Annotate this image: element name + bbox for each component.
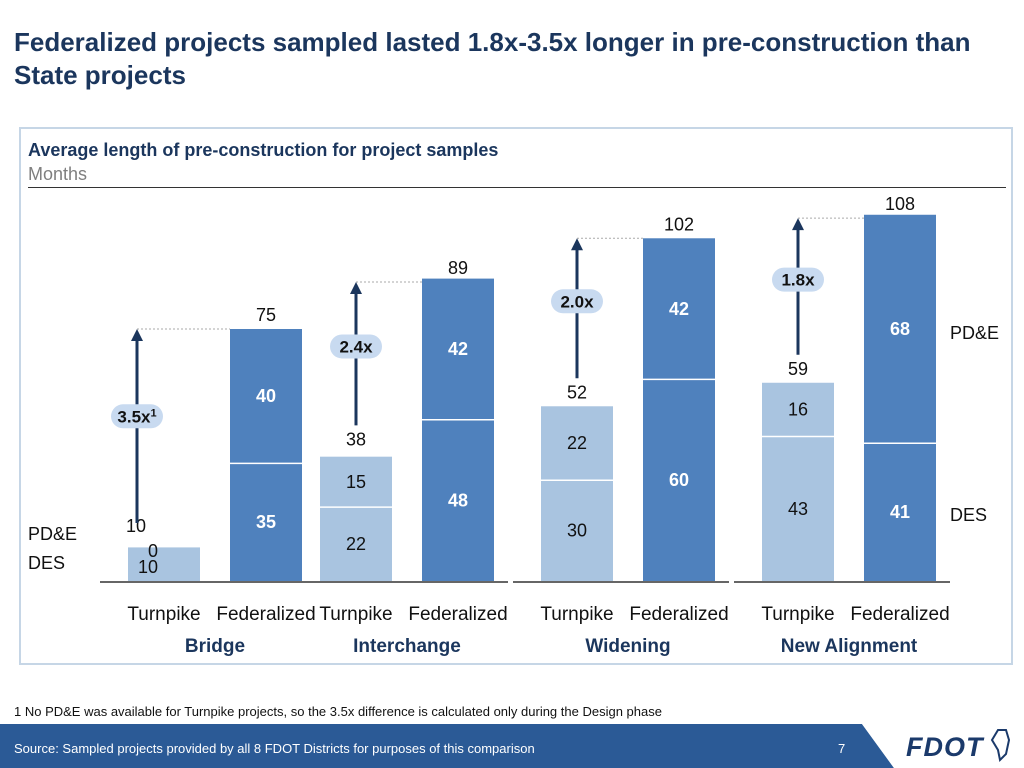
ratio-badge-label: 1.8x xyxy=(781,271,815,290)
turnpike-total-value: 59 xyxy=(788,359,808,379)
turnpike-des-bar xyxy=(128,547,200,581)
bar-name-turnpike: Turnpike xyxy=(127,604,200,625)
ratio-badge xyxy=(551,289,603,314)
ratio-badge xyxy=(330,334,382,359)
page-number: 7 xyxy=(838,741,846,756)
turnpike-des-bar xyxy=(541,480,613,581)
turnpike-pde-bar xyxy=(320,456,392,508)
federalized-des-bar xyxy=(230,463,302,581)
federalized-pde-value: 42 xyxy=(448,339,468,359)
federalized-total-value: 108 xyxy=(885,194,915,214)
category-label: Widening xyxy=(585,636,670,657)
turnpike-pde-value: 0 xyxy=(148,541,158,561)
ratio-badge-label: 2.0x xyxy=(560,292,594,311)
federalized-des-bar xyxy=(864,443,936,581)
bar-name-federalized: Federalized xyxy=(629,604,728,625)
federalized-pde-value: 40 xyxy=(256,386,276,406)
turnpike-des-value: 30 xyxy=(567,521,587,541)
footnote: 1 No PD&E was available for Turnpike pro… xyxy=(14,704,662,719)
left-des-series-label: DES xyxy=(28,553,65,573)
turnpike-pde-value: 16 xyxy=(788,400,808,420)
turnpike-pde-value: 15 xyxy=(346,472,366,492)
ratio-badge xyxy=(772,267,824,292)
page-title: Federalized projects sampled lasted 1.8x… xyxy=(14,27,971,90)
bar-name-federalized: Federalized xyxy=(408,604,507,625)
turnpike-pde-bar xyxy=(762,382,834,437)
turnpike-des-value: 22 xyxy=(346,534,366,554)
federalized-des-bar xyxy=(422,419,494,581)
chart-y-unit-label: Months xyxy=(28,164,88,184)
left-pde-series-label: PD&E xyxy=(28,524,77,544)
ratio-arrow-head xyxy=(792,218,804,231)
federalized-total-value: 89 xyxy=(448,258,468,278)
federalized-total-value: 75 xyxy=(256,305,276,325)
federalized-des-value: 48 xyxy=(448,490,468,510)
federalized-des-value: 60 xyxy=(669,470,689,490)
bar-name-federalized: Federalized xyxy=(216,604,315,625)
bar-name-turnpike: Turnpike xyxy=(761,604,834,625)
chart-header-rule xyxy=(28,187,1006,188)
turnpike-des-bar xyxy=(320,507,392,581)
federalized-pde-bar xyxy=(422,278,494,420)
federalized-pde-bar xyxy=(864,214,936,444)
federalized-pde-bar xyxy=(230,329,302,464)
federalized-des-value: 41 xyxy=(890,502,910,522)
federalized-des-value: 35 xyxy=(256,512,276,532)
chart-title: Average length of pre-construction for p… xyxy=(28,140,499,160)
category-label: New Alignment xyxy=(781,636,918,657)
federalized-total-value: 102 xyxy=(664,214,694,234)
ratio-arrow-head xyxy=(571,238,583,251)
federalized-pde-value: 68 xyxy=(890,319,910,339)
footer-background xyxy=(0,724,1024,768)
bar-name-turnpike: Turnpike xyxy=(319,604,392,625)
right-pde-series-label: PD&E xyxy=(950,323,999,343)
ratio-badge-label: 3.5x1 xyxy=(117,407,156,426)
turnpike-pde-value: 22 xyxy=(567,433,587,453)
turnpike-total-value: 10 xyxy=(126,516,146,536)
federalized-pde-bar xyxy=(643,238,715,380)
right-des-series-label: DES xyxy=(950,505,987,525)
ratio-footnote-marker: 1 xyxy=(150,407,156,419)
source-note: Source: Sampled projects provided by all… xyxy=(14,741,535,756)
ratio-arrow-head xyxy=(131,329,143,341)
category-label: Interchange xyxy=(353,636,461,657)
footer-bar xyxy=(0,724,1024,768)
turnpike-total-value: 52 xyxy=(567,382,587,402)
ratio-badge-label: 2.4x xyxy=(339,337,373,356)
federalized-des-bar xyxy=(643,379,715,581)
federalized-pde-value: 42 xyxy=(669,299,689,319)
florida-outline-icon xyxy=(990,729,1011,763)
ratio-arrow-head xyxy=(350,281,362,294)
fdot-logo-text: FDOT xyxy=(906,732,984,762)
ratio-badge xyxy=(111,404,163,429)
turnpike-des-bar xyxy=(762,436,834,581)
bar-name-federalized: Federalized xyxy=(850,604,949,625)
category-label: Bridge xyxy=(185,636,245,657)
turnpike-total-value: 38 xyxy=(346,429,366,449)
fdot-logo: FDOT xyxy=(906,726,1016,764)
turnpike-des-value: 43 xyxy=(788,499,808,519)
turnpike-des-value: 10 xyxy=(138,557,158,577)
bar-name-turnpike: Turnpike xyxy=(540,604,613,625)
turnpike-pde-bar xyxy=(541,406,613,481)
